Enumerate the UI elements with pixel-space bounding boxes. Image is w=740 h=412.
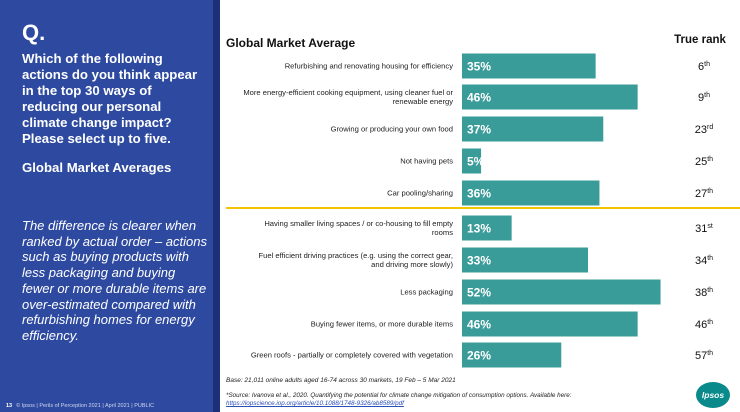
subheading: Global Market Averages <box>22 160 172 175</box>
footer-text: © Ipsos | Perils of Perception 2021 | Ap… <box>16 403 155 409</box>
true-rank-10: 57th <box>695 350 713 362</box>
category-label-4: Not having pets <box>400 157 453 166</box>
true-rank-7: 34th <box>695 255 713 267</box>
source-note: *Source: Ivanova et al., 2020. Quantifyi… <box>226 392 666 408</box>
bar-10 <box>462 342 562 368</box>
source-text: *Source: Ivanova et al., 2020. Quantifyi… <box>226 392 572 399</box>
q-mark: Q. <box>22 20 46 45</box>
bar-5 <box>462 180 600 206</box>
question-text: Which of the following actions do you th… <box>22 51 198 146</box>
bar-7 <box>462 247 588 273</box>
bar-4 <box>462 148 482 174</box>
base-note: Base: 21,011 online adults aged 16-74 ac… <box>226 377 456 384</box>
source-link[interactable]: https://iopscience.iop.org/article/10.10… <box>226 400 404 407</box>
true-rank-6: 31st <box>695 223 713 235</box>
category-label-10: Green roofs - partially or completely co… <box>251 351 453 360</box>
rank-header: True rank <box>674 34 726 46</box>
bar-value-label-3: 37% <box>467 123 491 137</box>
bar-8 <box>462 279 661 305</box>
true-rank-4: 25th <box>695 156 713 168</box>
category-label-1: Refurbishing and renovating housing for … <box>285 62 453 71</box>
footer: 13 © Ipsos | Perils of Perception 2021 | … <box>6 403 154 409</box>
rank-divider-line <box>226 207 740 209</box>
bar-3 <box>462 116 604 142</box>
bar-value-label-10: 26% <box>467 349 491 363</box>
bar-2 <box>462 84 638 110</box>
category-label-5: Car pooling/sharing <box>387 189 453 198</box>
true-rank-1: 6th <box>698 61 710 73</box>
category-label-6: Having smaller living spaces / or co-hou… <box>264 219 453 237</box>
chart-title: Global Market Average <box>226 36 356 50</box>
category-label-9: Buying fewer items, or more durable item… <box>311 320 453 329</box>
true-rank-2: 9th <box>698 92 710 104</box>
category-label-7: Fuel efficient driving practices (e.g. u… <box>259 251 454 269</box>
category-label-2: More energy-efficient cooking equipment,… <box>243 88 453 106</box>
bar-value-label-5: 36% <box>467 187 491 201</box>
true-rank-5: 27th <box>695 188 713 200</box>
panel-stripe <box>213 0 220 412</box>
bar-value-label-8: 52% <box>467 286 491 300</box>
true-rank-9: 46th <box>695 319 713 331</box>
commentary-note: The difference is clearer when ranked by… <box>22 218 207 343</box>
bar-1 <box>462 53 596 79</box>
left-panel: Q. Which of the following actions do you… <box>0 0 213 412</box>
bar-value-label-1: 35% <box>467 60 491 74</box>
bar-value-label-9: 46% <box>467 318 491 332</box>
bar-9 <box>462 311 638 337</box>
bar-value-label-2: 46% <box>467 91 491 105</box>
ipsos-logo: Ipsos <box>696 382 730 408</box>
bar-value-label-7: 33% <box>467 254 491 268</box>
true-rank-3: 23rd <box>695 124 714 136</box>
category-label-3: Growing or producing your own food <box>331 125 453 134</box>
bar-value-label-4: 5% <box>467 155 485 169</box>
bar-value-label-6: 13% <box>467 222 491 236</box>
true-rank-8: 38th <box>695 287 713 299</box>
bar-6 <box>462 215 512 241</box>
page-number: 13 <box>6 403 13 409</box>
category-label-8: Less packaging <box>400 288 453 297</box>
